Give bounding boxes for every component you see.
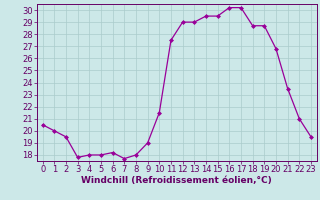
X-axis label: Windchill (Refroidissement éolien,°C): Windchill (Refroidissement éolien,°C) <box>81 176 272 185</box>
